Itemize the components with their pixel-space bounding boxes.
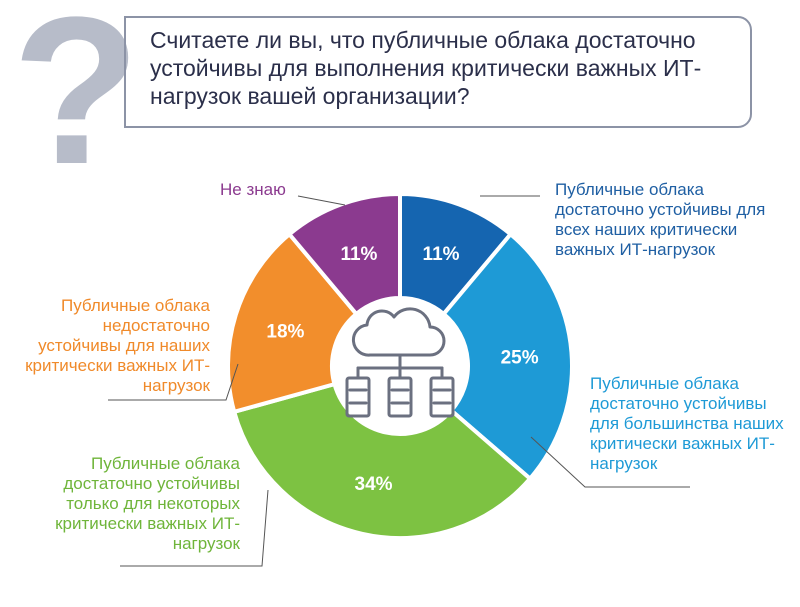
slice-value-label-dont_know: 11% [340,244,377,265]
leader-line [108,363,239,401]
legend-label-some: Публичные облака достаточно устойчивы то… [55,454,240,553]
slice-value-label-all: 11% [423,244,460,265]
slice-value-label-most: 25% [501,347,539,368]
legend-label-most: Публичные облака достаточно устойчивы дл… [590,374,784,473]
donut-slice-dont_know [286,191,402,317]
leader-line [530,436,690,488]
leader-line [120,489,269,567]
slice-value-label-insufficient: 18% [266,321,304,342]
question-mark-icon: ? [12,0,141,208]
legend-label-dont-know: Не знаю [220,180,286,199]
legend-label-all: Публичные облака достаточно устойчивы дл… [555,180,766,259]
donut-slice-some [231,381,533,540]
survey-question: Считаете ли вы, что публичные облака дос… [150,27,702,109]
leader-line [297,195,346,206]
cloud-servers-icon [345,307,455,418]
slice-value-label-some: 34% [355,474,393,495]
legend-label-insufficient: Публичные облака недостаточно устойчивы … [25,296,210,395]
question-box [124,16,752,128]
donut-slice-most [440,231,574,482]
